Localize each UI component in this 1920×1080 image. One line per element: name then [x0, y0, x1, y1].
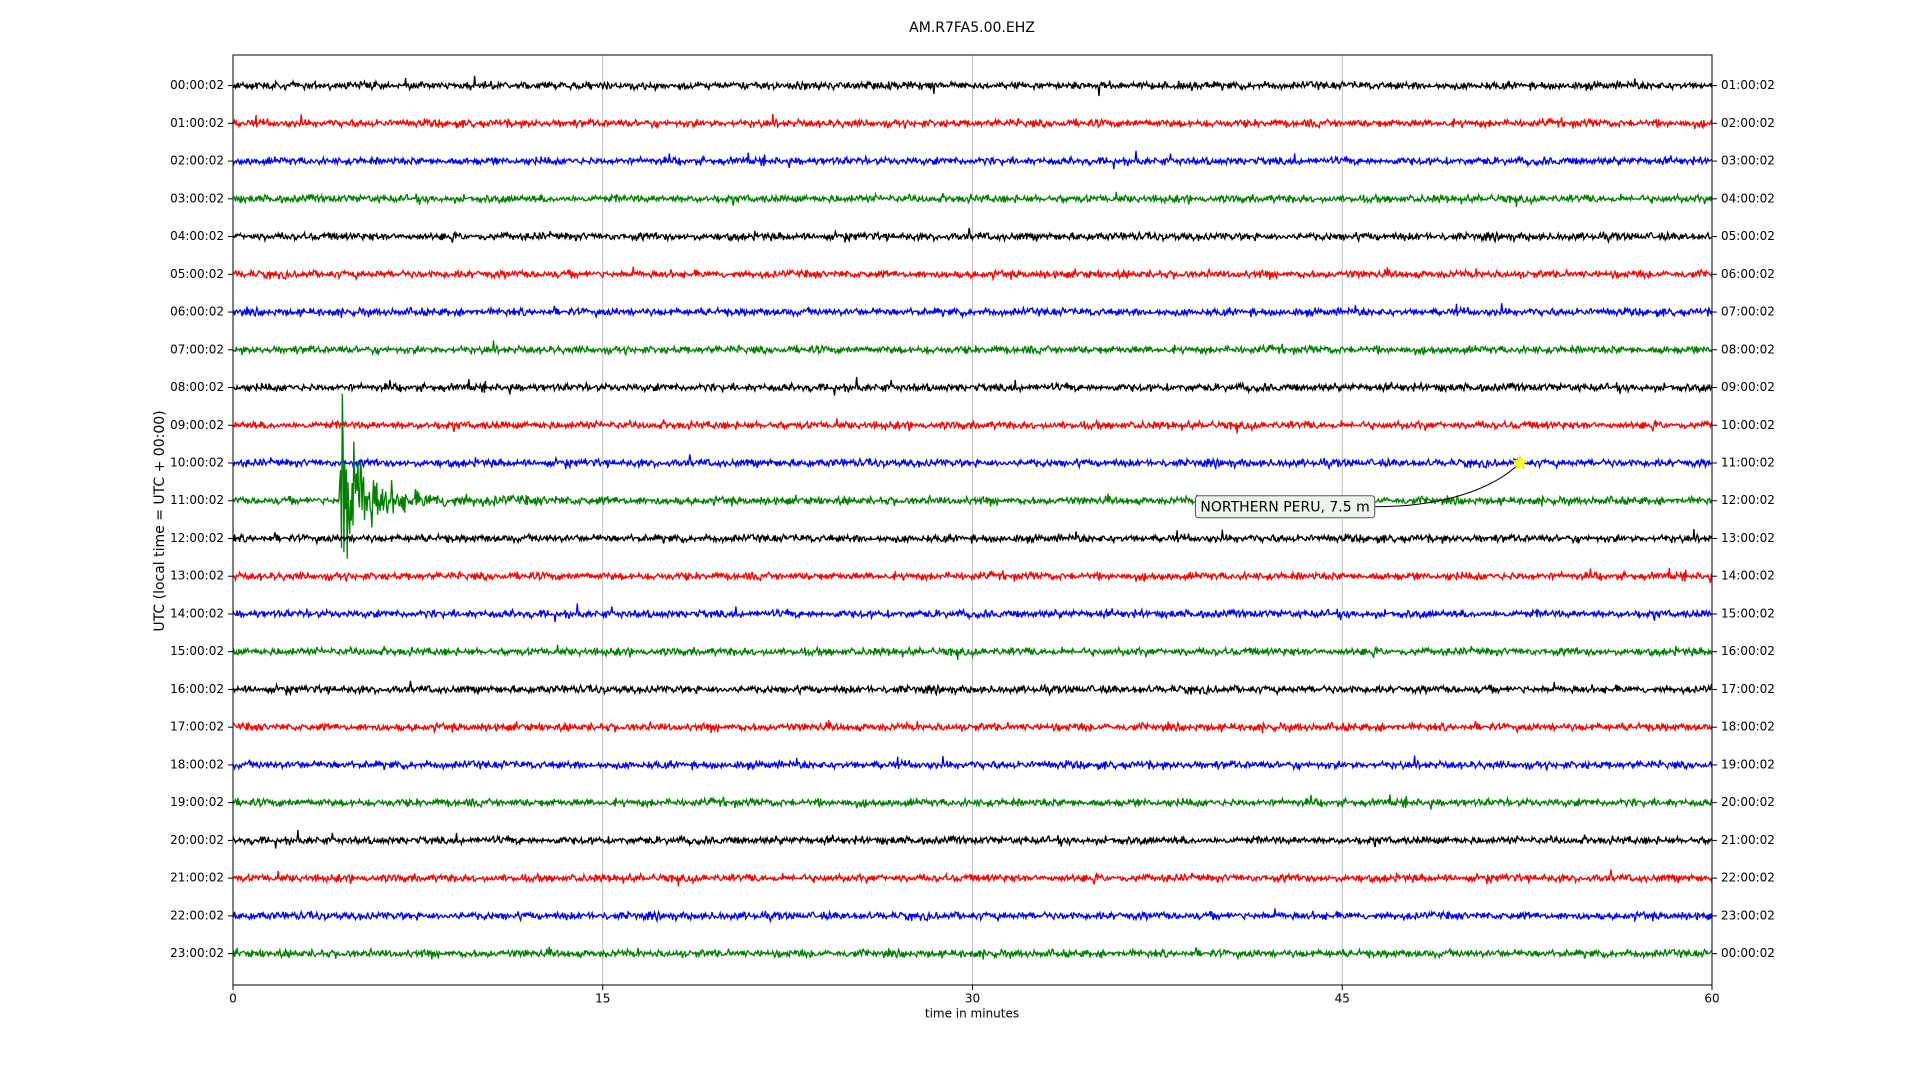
trace	[232, 150, 1713, 170]
plot-frame	[232, 54, 1713, 986]
trace	[232, 113, 1713, 130]
trace	[232, 720, 1713, 735]
x-tick-label: 60	[1704, 992, 1719, 1006]
y2-tick-label: 11:00:02	[1721, 456, 1775, 470]
event-marker	[1511, 454, 1528, 471]
y-tick-label: 13:00:02	[170, 569, 224, 583]
trace	[232, 908, 1713, 924]
y2-tick-label: 14:00:02	[1721, 569, 1775, 583]
y2-tick-label: 15:00:02	[1721, 606, 1775, 620]
y2-tick-label: 01:00:02	[1721, 78, 1775, 92]
y-tick-label: 07:00:02	[170, 342, 224, 356]
trace	[232, 340, 1713, 357]
y2-tick-label: 08:00:02	[1721, 342, 1775, 356]
y-tick-label: 17:00:02	[170, 720, 224, 734]
y-tick-label: 04:00:02	[170, 229, 224, 243]
y2-tick-label: 02:00:02	[1721, 116, 1775, 130]
y-tick-label: 16:00:02	[170, 682, 224, 696]
y-tick-label: 00:00:02	[170, 78, 224, 92]
trace	[232, 755, 1713, 772]
y-tick-label: 08:00:02	[170, 380, 224, 394]
annotation-box	[1194, 495, 1376, 519]
y2-tick-label: 04:00:02	[1721, 191, 1775, 205]
trace	[232, 567, 1713, 584]
trace	[232, 303, 1713, 320]
y2-tick-label: 16:00:02	[1721, 644, 1775, 658]
trace	[232, 454, 1713, 471]
annotation-label: NORTHERN PERU, 7.5 m	[1200, 500, 1369, 516]
y2-tick-label: 06:00:02	[1721, 267, 1775, 281]
x-tick-label: 15	[595, 992, 610, 1006]
trace	[232, 529, 1713, 546]
y2-tick-label: 00:00:02	[1721, 946, 1775, 960]
y-tick-label: 19:00:02	[170, 795, 224, 809]
x-axis-label: time in minutes	[925, 1007, 1019, 1021]
y2-tick-label: 22:00:02	[1721, 871, 1775, 885]
y-tick-label: 11:00:02	[170, 493, 224, 507]
y2-tick-label: 23:00:02	[1721, 908, 1775, 922]
y2-tick-label: 09:00:02	[1721, 380, 1775, 394]
trace	[232, 418, 1713, 434]
trace	[232, 869, 1713, 887]
x-tick-label: 30	[965, 992, 980, 1006]
y-tick-label: 03:00:02	[170, 191, 224, 205]
y-tick-label: 05:00:02	[170, 267, 224, 281]
y2-tick-label: 10:00:02	[1721, 418, 1775, 432]
x-tick-label: 45	[1335, 992, 1350, 1006]
y-tick-label: 22:00:02	[170, 908, 224, 922]
y-tick-label: 23:00:02	[170, 946, 224, 960]
trace	[232, 377, 1713, 396]
y-tick-label: 20:00:02	[170, 833, 224, 847]
trace	[232, 794, 1713, 810]
y2-tick-label: 07:00:02	[1721, 305, 1775, 319]
y-axis-label: UTC (local time = UTC + 00:00)	[152, 410, 168, 631]
trace	[232, 829, 1713, 849]
y-tick-label: 12:00:02	[170, 531, 224, 545]
y2-tick-label: 18:00:02	[1721, 720, 1775, 734]
y2-tick-label: 20:00:02	[1721, 795, 1775, 809]
y-tick-label: 09:00:02	[170, 418, 224, 432]
trace	[232, 75, 1713, 97]
y2-tick-label: 05:00:02	[1721, 229, 1775, 243]
y2-tick-label: 17:00:02	[1721, 682, 1775, 696]
trace	[232, 191, 1713, 208]
y2-tick-label: 21:00:02	[1721, 833, 1775, 847]
y2-tick-label: 19:00:02	[1721, 757, 1775, 771]
y2-tick-label: 03:00:02	[1721, 154, 1775, 168]
y-tick-label: 15:00:02	[170, 644, 224, 658]
x-tick-label: 0	[229, 992, 237, 1006]
trace	[232, 266, 1713, 282]
trace	[232, 680, 1713, 697]
y-tick-label: 06:00:02	[170, 305, 224, 319]
trace	[232, 946, 1713, 961]
y-tick-label: 18:00:02	[170, 757, 224, 771]
y2-tick-label: 12:00:02	[1721, 493, 1775, 507]
trace	[232, 603, 1713, 623]
y-tick-label: 02:00:02	[170, 154, 224, 168]
trace	[232, 644, 1713, 660]
y-tick-label: 21:00:02	[170, 871, 224, 885]
y-tick-label: 01:00:02	[170, 116, 224, 130]
chart-title: AM.R7FA5.00.EHZ	[909, 20, 1035, 36]
trace	[232, 393, 1713, 559]
y2-tick-label: 13:00:02	[1721, 531, 1775, 545]
y-tick-label: 14:00:02	[170, 606, 224, 620]
y-tick-label: 10:00:02	[170, 456, 224, 470]
annotation-arrow	[1374, 462, 1521, 508]
trace	[232, 227, 1713, 245]
